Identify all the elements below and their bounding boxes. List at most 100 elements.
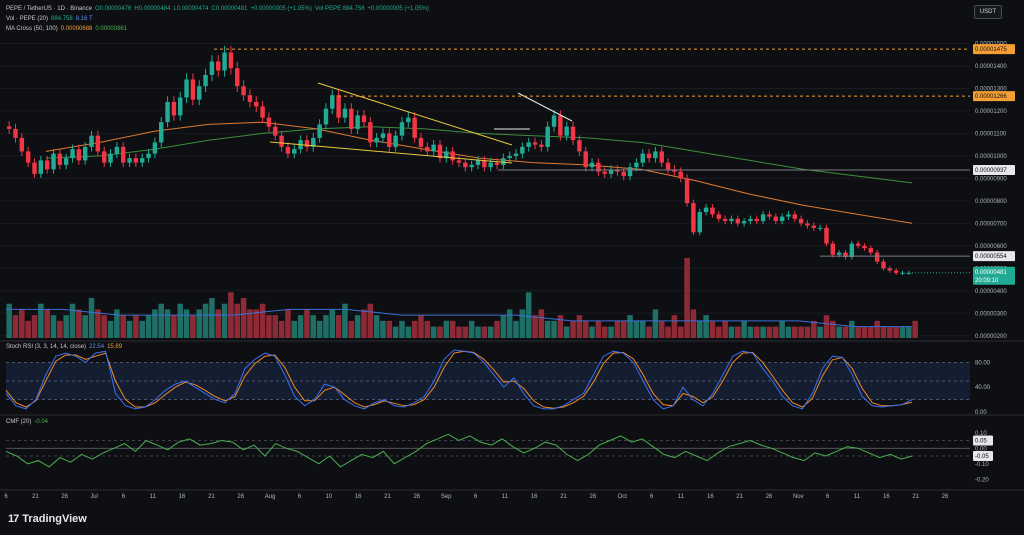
candle-body <box>330 95 335 109</box>
countdown-label: 20:09:10 <box>975 278 999 284</box>
volume-bar <box>513 320 519 338</box>
volume-bar <box>690 309 697 338</box>
candle-body <box>526 142 531 147</box>
volume-ma-line <box>6 308 912 328</box>
volume-bar <box>44 309 50 338</box>
candle-body <box>399 122 405 136</box>
price-level-tag <box>973 44 1015 55</box>
candle-body <box>95 135 101 152</box>
volume-bar <box>589 326 595 338</box>
legend-item-2: H0.00000484 <box>134 6 171 12</box>
candle-body <box>469 164 474 168</box>
tradingview-brand[interactable]: 17 TradingView <box>8 513 87 525</box>
volume-bar <box>811 320 817 338</box>
volume-bar <box>804 326 811 338</box>
candle-body <box>754 218 759 222</box>
volume-bar <box>152 309 158 338</box>
currency-button[interactable]: USDT <box>974 5 1002 19</box>
volume-bar <box>380 320 386 338</box>
legend-item-0: CMF (20) <box>6 419 32 425</box>
trendline-lower <box>269 141 513 164</box>
volume-bar <box>449 320 456 338</box>
stoch-rsi-legend[interactable]: Stoch RSI (3, 3, 14, 14, close) 22.54 15.8… <box>6 343 125 351</box>
volume-bar <box>38 303 44 338</box>
volume-bar <box>95 309 101 338</box>
candle-body <box>171 101 177 116</box>
candle-body <box>646 153 652 159</box>
brand-label: TradingView <box>22 513 87 525</box>
candle-body <box>450 151 455 161</box>
candle-body <box>108 153 113 163</box>
volume-bar <box>779 320 785 338</box>
candle-body <box>830 243 836 255</box>
candle-body <box>798 218 804 224</box>
volume-bar <box>139 320 145 338</box>
candle-body <box>665 162 671 170</box>
candle-body <box>317 124 322 138</box>
volume-bar <box>354 315 361 338</box>
chart-canvas[interactable]: 0.000015000.000014000.000013000.00001200… <box>0 0 1024 503</box>
volume-legend[interactable]: Vol · PEPE (20) 884.758 8.16 T <box>6 15 96 23</box>
volume-bar <box>551 320 557 338</box>
volume-bar <box>234 303 241 338</box>
volume-bar <box>494 320 500 338</box>
candle-body <box>349 108 354 129</box>
candle-body <box>507 155 512 159</box>
candle-body <box>380 133 386 138</box>
legend-item-4: C0.00000481 <box>211 6 248 12</box>
candle-body <box>197 86 202 100</box>
volume-bar <box>171 315 177 338</box>
candle-body <box>355 115 360 129</box>
candle-body <box>805 223 810 226</box>
y-tick-label: 0.00001100 <box>975 131 1007 137</box>
legend-item-2: 15.89 <box>107 344 123 350</box>
volume-bar <box>101 315 107 338</box>
pane-separator <box>0 414 1024 416</box>
legend-item-3: L0.00000474 <box>173 6 209 12</box>
candle-body <box>25 151 31 163</box>
candle-body <box>203 74 208 87</box>
volume-bar <box>500 315 507 338</box>
candle-body <box>82 146 88 161</box>
volume-bar <box>202 303 209 338</box>
candle-body <box>602 171 607 174</box>
volume-bar <box>6 303 12 338</box>
volume-bar <box>652 309 659 338</box>
candle-body <box>254 101 259 107</box>
volume-bar <box>443 320 450 338</box>
volume-bar <box>316 320 323 338</box>
x-tick-label: Oct <box>618 494 628 500</box>
volume-bar <box>285 309 291 338</box>
candle-body <box>336 95 341 118</box>
volume-bar <box>595 320 602 338</box>
x-tick-label: 26 <box>413 494 420 500</box>
x-tick-label: 11 <box>854 494 861 500</box>
cmf-y-tick: 0.00 <box>975 446 987 452</box>
candle-body <box>412 117 417 138</box>
last-price-tag <box>973 266 1015 285</box>
volume-bar <box>266 315 272 338</box>
candle-body <box>501 158 506 165</box>
volume-bar <box>411 320 418 338</box>
volume-bar <box>887 326 893 338</box>
candle-body <box>773 216 779 222</box>
ma-cross-legend[interactable]: MA Cross (50, 100) 0.00000688 0.00000861 <box>6 25 130 33</box>
candle-body <box>608 169 614 174</box>
volume-bar <box>823 315 830 338</box>
candle-body <box>532 142 538 145</box>
candle-body <box>494 162 500 165</box>
candle-body <box>564 126 569 136</box>
candle-body <box>304 140 310 147</box>
cmf-legend[interactable]: CMF (20) -0.04 <box>6 418 51 426</box>
candle-body <box>779 216 785 222</box>
volume-bar <box>696 320 703 338</box>
volume-bar <box>272 315 279 338</box>
volume-bar <box>481 326 488 338</box>
y-tick-label: 0.00000900 <box>975 176 1007 182</box>
candle-body <box>57 153 63 165</box>
volume-bar <box>671 315 678 338</box>
volume-bar <box>323 315 329 338</box>
candle-body <box>133 158 139 163</box>
symbol-legend[interactable]: PEPE / TetherUS · 1D · Binance O0.0000047… <box>6 5 432 13</box>
volume-bar <box>31 315 38 338</box>
